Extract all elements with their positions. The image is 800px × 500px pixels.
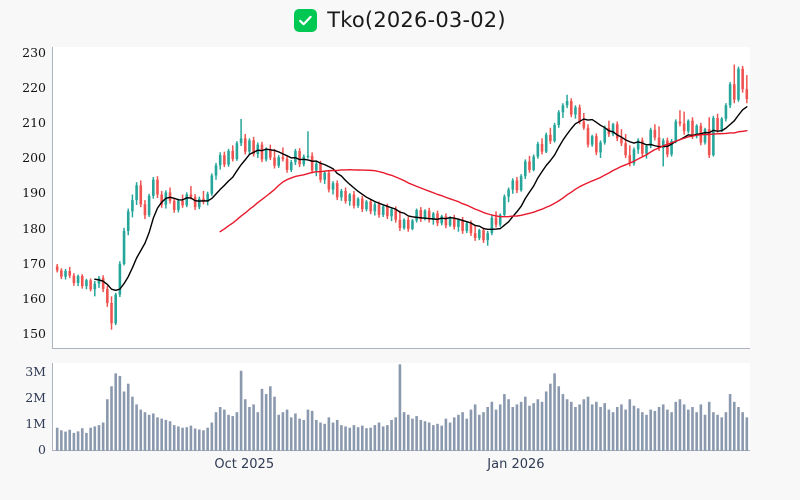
volume-y-tick: 3M bbox=[25, 364, 46, 380]
price-y-tick: 220 bbox=[22, 80, 46, 96]
volume-y-tick: 0 bbox=[38, 442, 46, 457]
price-y-tick: 150 bbox=[22, 325, 46, 341]
volume-y-tick: 2M bbox=[25, 390, 46, 406]
price-candlestick-panel[interactable] bbox=[52, 47, 750, 349]
volume-plot-svg bbox=[55, 364, 749, 451]
price-y-tick: 180 bbox=[22, 220, 46, 236]
price-plot-svg bbox=[55, 64, 749, 330]
price-y-tick: 160 bbox=[22, 290, 46, 306]
price-y-tick: 210 bbox=[22, 115, 46, 131]
x-axis-tick: Oct 2025 bbox=[214, 457, 275, 472]
volume-bar-panel[interactable] bbox=[52, 363, 750, 451]
page-title: Tko(2026-03-02) bbox=[327, 7, 506, 32]
price-y-tick: 170 bbox=[22, 255, 46, 271]
chart-title-bar: Tko(2026-03-02) bbox=[0, 0, 800, 40]
volume-y-tick: 1M bbox=[25, 416, 46, 432]
price-y-tick: 230 bbox=[22, 45, 46, 61]
price-y-tick: 190 bbox=[22, 185, 46, 201]
x-axis-tick: Jan 2026 bbox=[487, 457, 545, 472]
checkbox-checked-icon[interactable] bbox=[294, 8, 318, 32]
price-y-tick: 200 bbox=[22, 150, 46, 166]
